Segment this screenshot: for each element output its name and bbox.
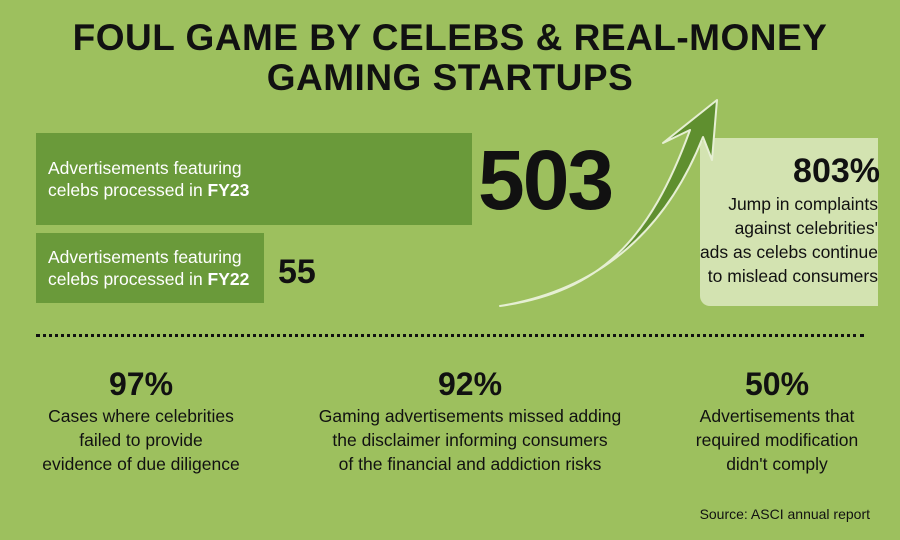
- stat-97: 97% Cases where celebrities failed to pr…: [16, 366, 266, 476]
- stat-50: 50% Advertisements that required modific…: [672, 366, 882, 476]
- stat-97-percentage: 97%: [108, 366, 174, 402]
- stat-92-percentage: 92%: [437, 366, 503, 402]
- dotted-divider: [36, 334, 864, 337]
- highlight-percentage: 803%: [793, 152, 880, 190]
- title-line-1: FOUL GAME BY CELEBS & REAL-MONEY: [72, 17, 828, 58]
- bar-value-fy22: 55: [278, 253, 316, 291]
- bar-fy22: Advertisements featuring celebs processe…: [36, 233, 264, 303]
- title-line-2: GAMING STARTUPS: [266, 57, 634, 98]
- bar-fy23: Advertisements featuring celebs processe…: [36, 133, 472, 225]
- bar-label-fy22: Advertisements featuring celebs processe…: [48, 247, 250, 289]
- stat-92-description: Gaming advertisements missed adding the …: [318, 406, 622, 474]
- stat-50-percentage: 50%: [744, 366, 810, 402]
- bar-value-fy23: 503: [478, 133, 614, 227]
- bar-label-fy23: Advertisements featuring celebs processe…: [48, 158, 250, 200]
- highlight-description: Jump in complaints against celebrities' …: [699, 194, 878, 286]
- source-note: Source: ASCI annual report: [699, 506, 870, 522]
- stat-50-description: Advertisements that required modificatio…: [695, 406, 859, 474]
- highlight-panel: [700, 138, 878, 306]
- stat-97-description: Cases where celebrities failed to provid…: [42, 406, 240, 474]
- stat-92: 92% Gaming advertisements missed adding …: [300, 366, 640, 476]
- infographic-title: FOUL GAME BY CELEBS & REAL-MONEY GAMING …: [0, 18, 900, 98]
